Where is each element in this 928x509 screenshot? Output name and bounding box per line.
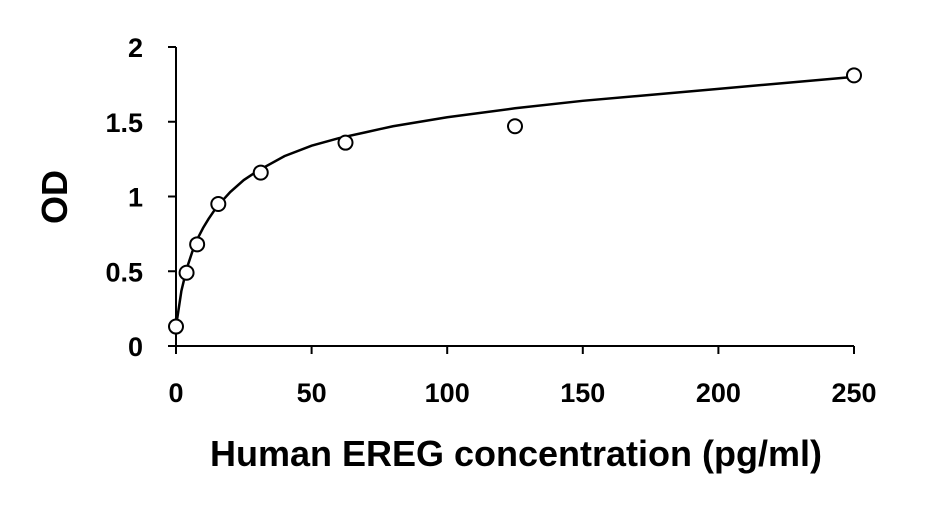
- data-point: [189, 236, 206, 253]
- data-point: [178, 264, 195, 281]
- x-tick-label: 250: [831, 378, 876, 408]
- y-tick-label: 2: [128, 33, 143, 63]
- data-point: [210, 195, 227, 212]
- y-tick-label: 0.5: [105, 257, 143, 287]
- data-point: [337, 134, 354, 151]
- data-point: [507, 118, 523, 135]
- y-axis-title: OD: [34, 170, 75, 224]
- data-point: [846, 67, 862, 84]
- x-tick-label: 100: [425, 378, 470, 408]
- x-axis-title: Human EREG concentration (pg/ml): [210, 433, 822, 474]
- data-point: [252, 164, 269, 181]
- x-tick-label: 50: [297, 378, 327, 408]
- y-tick-label: 0: [128, 332, 143, 362]
- x-tick-label: 200: [696, 378, 741, 408]
- y-tick-label: 1.5: [105, 108, 143, 138]
- data-point: [168, 318, 184, 335]
- plot-area: 0 0.5 1 1.5 2 0 50 100 150 200 250: [105, 33, 876, 408]
- y-tick-label: 1: [128, 183, 143, 213]
- fit-curve: [174, 75, 855, 327]
- x-tick-label: 150: [560, 378, 605, 408]
- x-tick-label: 0: [168, 378, 183, 408]
